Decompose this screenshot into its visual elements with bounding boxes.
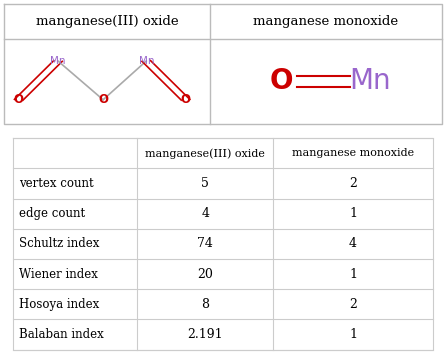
Text: manganese(III) oxide: manganese(III) oxide — [145, 148, 265, 159]
Text: 2.191: 2.191 — [187, 328, 223, 341]
Text: edge count: edge count — [19, 207, 85, 220]
Text: Balaban index: Balaban index — [19, 328, 103, 341]
Text: Mn: Mn — [50, 56, 66, 66]
Text: manganese(III) oxide: manganese(III) oxide — [36, 15, 178, 28]
Text: 74: 74 — [197, 237, 213, 250]
Text: manganese monoxide: manganese monoxide — [292, 148, 414, 158]
Text: Mn: Mn — [139, 56, 154, 66]
Text: Mn: Mn — [349, 67, 391, 95]
Text: O: O — [14, 93, 24, 106]
Text: 1: 1 — [349, 328, 357, 341]
Text: Hosoya index: Hosoya index — [19, 298, 99, 311]
Text: 4: 4 — [349, 237, 357, 250]
Text: O: O — [181, 93, 190, 106]
Text: Wiener index: Wiener index — [19, 268, 98, 280]
Text: vertex count: vertex count — [19, 177, 93, 190]
Text: 2: 2 — [349, 298, 357, 311]
Text: manganese monoxide: manganese monoxide — [253, 15, 398, 28]
Text: 20: 20 — [197, 268, 213, 280]
Text: Schultz index: Schultz index — [19, 237, 99, 250]
Text: 8: 8 — [201, 298, 209, 311]
Text: 5: 5 — [201, 177, 209, 190]
Text: 4: 4 — [201, 207, 209, 220]
Text: 1: 1 — [349, 268, 357, 280]
Text: 2: 2 — [349, 177, 357, 190]
Text: O: O — [269, 67, 293, 95]
Text: 1: 1 — [349, 207, 357, 220]
Text: O: O — [98, 93, 108, 106]
